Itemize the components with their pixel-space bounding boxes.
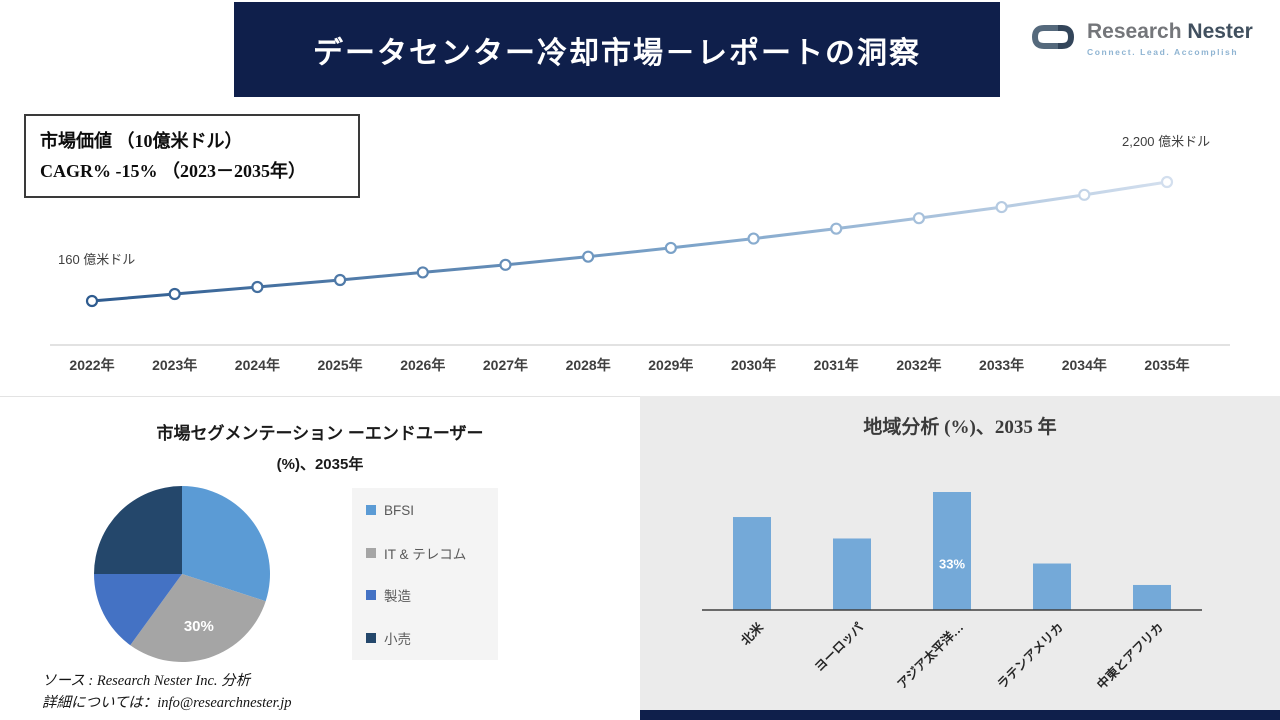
bar-0: [733, 517, 771, 610]
bar-category-label: 北米: [738, 619, 767, 648]
legend-swatch: [366, 632, 376, 643]
page-title: データセンター冷却市場－レポートの洞察: [313, 36, 921, 70]
source-attribution: ソース : Research Nester Inc. 分析: [42, 673, 251, 689]
pie-slice-1: [130, 574, 266, 662]
bar-3: [1033, 563, 1071, 610]
bar-2: [933, 492, 971, 610]
x-tick-label: 2023年: [152, 357, 197, 373]
legend-item-retail: 小売: [366, 628, 484, 648]
footer-accent-bar: [640, 710, 1280, 720]
x-tick-label: 2032年: [896, 357, 941, 373]
pie-title-line2: (%)、2035年: [276, 456, 364, 473]
x-tick-label: 2029年: [648, 357, 693, 373]
market-value-title: 市場価値 （10億米ドル）: [40, 131, 243, 151]
bar-data-label: 33%: [939, 557, 965, 572]
bar-category-label: ヨーロッパ: [812, 620, 866, 674]
x-tick-label: 2025年: [317, 357, 362, 373]
data-point-marker: [1078, 188, 1091, 201]
x-tick-label: 2024年: [235, 357, 280, 373]
end-user-pie-chart: 30%: [94, 486, 270, 662]
regional-bar-chart: 北米 ヨーロッパ アジア太平洋… ラテンアメリカ 中東とアフリカ 33%: [702, 492, 1202, 692]
x-tick-label: 2028年: [566, 357, 611, 373]
data-point-marker: [830, 222, 843, 235]
market-value-info-box: 市場価値 （10億米ドル） CAGR% -15% （2023－2035年）: [24, 114, 360, 198]
header-banner: データセンター冷却市場－レポートの洞察: [234, 2, 1000, 97]
legend-swatch: [366, 590, 376, 601]
regional-analysis-panel: 地域分析 (%)、2035 年 北米 ヨーロッパ アジア太平洋… ラテンアメリカ 中東と…: [640, 396, 1280, 710]
data-point-marker: [664, 241, 677, 255]
pie-slice-0: [182, 486, 270, 602]
pie-slice-3: [94, 486, 182, 574]
data-point-marker: [333, 273, 347, 287]
data-point-marker: [582, 250, 595, 263]
data-point-marker: [168, 287, 181, 301]
x-tick-label: 2027年: [483, 357, 528, 373]
bar-1: [833, 538, 871, 610]
data-point-marker: [251, 280, 264, 294]
pie-title-line1: 市場セグメンテーション ーエンドユーザー: [156, 424, 484, 443]
x-tick-label: 2035年: [1144, 357, 1189, 373]
market-value-line-chart: 2022年 2023年 2024年 2025年 2026年 2027年 2028年 2029年…: [50, 175, 1230, 373]
x-tick-label: 2034年: [1062, 357, 1107, 373]
legend-item-manufacturing: 製造: [366, 585, 484, 605]
legend-item-bfsi: BFSI: [366, 500, 484, 520]
brand-tagline: Connect. Lead. Accomplish: [1087, 47, 1239, 57]
segmentation-panel: 市場セグメンテーション ーエンドユーザー (%)、2035年 30% BFSI …: [0, 396, 640, 720]
brand-name: Research Nester: [1087, 20, 1253, 43]
x-tick-label: 2030年: [731, 357, 776, 373]
bar-category-label: アジア太平洋…: [894, 620, 966, 692]
x-tick-label: 2026年: [400, 357, 445, 373]
data-point-marker: [1160, 175, 1174, 189]
trend-line: [91, 180, 1168, 303]
legend-swatch: [366, 505, 376, 515]
bar-category-label: ラテンアメリカ: [995, 620, 1066, 691]
pie-legend: BFSI IT & テレコム 製造 小売: [352, 488, 498, 660]
contact-email-line: 詳細については：info@researchnester.jp: [42, 695, 292, 711]
data-point-marker: [85, 294, 99, 308]
cagr-label: CAGR% -15% （2023－2035年）: [40, 161, 306, 181]
x-tick-label: 2022年: [69, 357, 114, 373]
x-tick-label: 2031年: [814, 357, 859, 373]
data-point-marker: [499, 258, 512, 271]
x-tick-label: 2033年: [979, 357, 1024, 373]
brand-text: Research Nester Connect. Lead. Accomplis…: [1087, 20, 1253, 57]
data-point-marker: [416, 266, 429, 279]
end-value-annotation: 2,200 億米ドル: [1122, 134, 1211, 149]
pie-data-label: 30%: [184, 618, 214, 635]
legend-swatch: [366, 547, 376, 558]
start-value-annotation: 160 億米ドル: [58, 252, 136, 267]
bar-4: [1133, 584, 1171, 610]
bar-category-label: 中東とアフリカ: [1094, 620, 1166, 692]
bar-chart-title: 地域分析 (%)、2035 年: [863, 417, 1057, 438]
data-point-marker: [747, 232, 760, 245]
data-point-marker: [912, 212, 926, 225]
pie-slice-2: [94, 574, 182, 646]
chain-links-icon: [1031, 25, 1075, 49]
brand-logo: Research Nester Connect. Lead. Accomplis…: [1028, 20, 1253, 57]
data-point-marker: [995, 200, 1008, 214]
legend-item-it-telecom: IT & テレコム: [366, 543, 484, 563]
